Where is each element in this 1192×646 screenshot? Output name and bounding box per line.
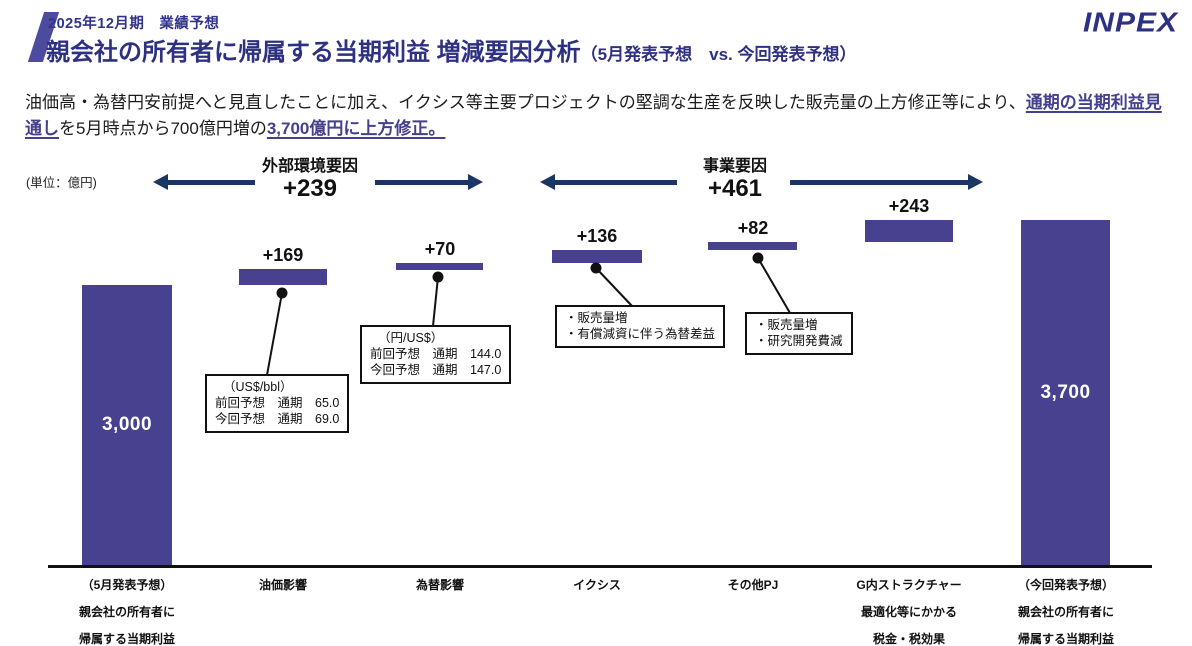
external-factors-name: 外部環境要因	[261, 158, 359, 175]
delta-label-ichthys: +136	[576, 226, 618, 246]
page-title: 親会社の所有者に帰属する当期利益 増減要因分析（5月発表予想 vs. 今回発表予…	[46, 32, 856, 67]
arrow-shaft	[553, 180, 677, 185]
inpex-logo: INPEX	[1082, 7, 1178, 38]
x-label-line: イクシス	[573, 578, 621, 592]
page-title-main: 親会社の所有者に帰属する当期利益 増減要因分析	[46, 39, 581, 66]
summary-part2: を5月時点から700億円増の	[59, 119, 267, 138]
external-factors-group-label: 外部環境要因 +239	[262, 158, 358, 202]
bar-group-structure-tax	[865, 220, 953, 242]
callout-line: （円/US$）	[378, 331, 444, 345]
callout-line: ・有償減資に伴う為替差益	[565, 327, 716, 341]
x-label-line: 親会社の所有者に	[1017, 605, 1114, 619]
business-factors-arrow-left	[540, 174, 677, 190]
summary-part1: 油価高・為替円安前提へと見直したことに加え、イクシス等主要プロジェクトの堅調な生…	[25, 93, 1026, 112]
business-factors-value: +461	[707, 175, 763, 202]
x-label-line: 帰属する当期利益	[78, 632, 175, 646]
bar-may-forecast-value: 3,000	[101, 414, 153, 435]
callout-fx-assumption: （円/US$） 前回予想 通期 144.0 今回予想 通期 147.0	[360, 325, 512, 384]
callout-ichthys-detail: ・販売量増 ・有償減資に伴う為替差益	[555, 305, 726, 348]
bar-other-pj	[708, 242, 797, 250]
report-period-label: 2025年12月期 業績予想	[48, 16, 220, 32]
x-label-group-structure-tax: G内ストラクチャー 最適化等にかかる 税金・税効果	[829, 572, 989, 646]
summary-text: 油価高・為替円安前提へと見直したことに加え、イクシス等主要プロジェクトの堅調な生…	[25, 90, 1173, 142]
summary-highlight-1: 通期の当期利益見通し	[25, 93, 1162, 138]
bar-fx	[396, 263, 483, 270]
x-label-line: 最適化等にかかる	[860, 605, 957, 619]
callout-other-pj-detail: ・販売量増 ・研究開発費減	[745, 312, 853, 355]
bar-may-forecast: 3,000	[82, 285, 172, 565]
x-label-line: その他PJ	[727, 578, 779, 592]
callout-line: ・研究開発費減	[755, 334, 843, 348]
delta-label-group-structure-tax: +243	[888, 196, 930, 216]
callout-line: 今回予想 通期 147.0	[370, 363, 502, 377]
x-label-line: 為替影響	[415, 578, 464, 592]
x-label-line: （5月発表予想）	[81, 578, 173, 592]
bar-current-forecast: 3,700	[1021, 220, 1110, 565]
delta-label-other-pj: +82	[737, 218, 769, 238]
business-factors-name: 事業要因	[702, 158, 768, 175]
x-label-ichthys: イクシス	[517, 572, 677, 599]
delta-label-oil-price: +169	[262, 245, 304, 265]
callout-line: ・販売量増	[755, 318, 818, 332]
arrow-shaft	[790, 180, 970, 185]
summary-highlight-2: 3,700億円に上方修正。	[266, 119, 446, 138]
bar-current-forecast-value: 3,700	[1040, 381, 1091, 403]
x-label-line: 税金・税効果	[872, 632, 945, 646]
bar-ichthys	[552, 250, 642, 263]
callout-line: ・販売量増	[565, 311, 628, 325]
callout-line: 今回予想 通期 69.0	[215, 412, 340, 426]
x-label-may-forecast: （5月発表予想） 親会社の所有者に 帰属する当期利益	[47, 572, 207, 646]
arrow-shaft	[166, 180, 255, 185]
x-label-current-forecast: （今回発表予想） 親会社の所有者に 帰属する当期利益	[986, 572, 1146, 646]
x-axis-line	[48, 565, 1152, 568]
bar-oil-price	[239, 269, 327, 285]
x-label-oil-price: 油価影響	[203, 572, 363, 599]
business-factors-group-label: 事業要因 +461	[703, 158, 767, 202]
unit-label: (単位：億円)	[26, 176, 97, 190]
callout-line: 前回予想 通期 144.0	[370, 347, 502, 361]
x-label-line: （今回発表予想）	[1017, 578, 1114, 592]
external-factors-arrow-right	[375, 174, 483, 190]
external-factors-arrow-left	[153, 174, 255, 190]
x-label-fx: 為替影響	[360, 572, 520, 599]
x-label-line: G内ストラクチャー	[856, 578, 962, 592]
callout-line: （US$/bbl）	[223, 380, 293, 394]
x-label-line: 帰属する当期利益	[1017, 632, 1114, 646]
external-factors-value: +239	[282, 175, 338, 202]
x-label-other-pj: その他PJ	[673, 572, 833, 599]
callout-oil-price-assumption: （US$/bbl） 前回予想 通期 65.0 今回予想 通期 69.0	[205, 374, 350, 433]
arrow-shaft	[375, 180, 470, 185]
x-label-line: 油価影響	[258, 578, 307, 592]
callout-line: 前回予想 通期 65.0	[215, 396, 340, 410]
business-factors-arrow-right	[790, 174, 983, 190]
delta-label-fx: +70	[424, 239, 456, 259]
page-title-suffix: （5月発表予想 vs. 今回発表予想）	[580, 45, 857, 64]
x-label-line: 親会社の所有者に	[78, 605, 175, 619]
